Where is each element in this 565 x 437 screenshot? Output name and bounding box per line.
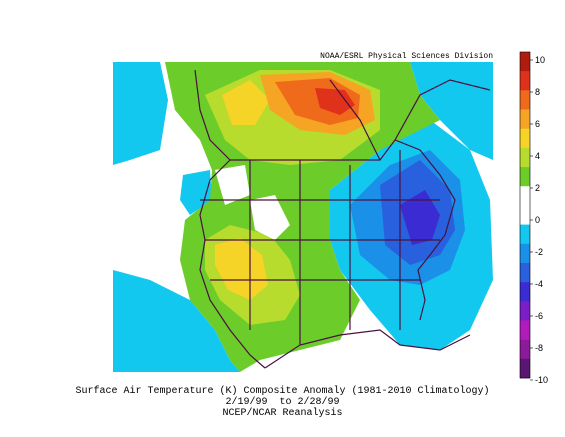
colorbar-swatch <box>520 90 530 110</box>
colorbar-tick-label: -2 <box>535 247 543 257</box>
colorbar-tick-label: -6 <box>535 311 543 321</box>
colorbar-swatch <box>520 339 530 360</box>
colorbar-swatch <box>520 224 530 245</box>
colorbar-swatch <box>520 128 530 149</box>
credit-label: NOAA/ESRL Physical Sciences Division <box>320 52 493 61</box>
colorbar-swatch <box>520 282 530 302</box>
colorbar-tick-label: 4 <box>535 151 540 161</box>
colorbar-tick-label: -10 <box>535 375 548 385</box>
colorbar-swatch <box>520 358 530 379</box>
caption-source: NCEP/NCAR Reanalysis <box>222 408 343 419</box>
colorbar-swatch <box>520 52 530 72</box>
colorbar-tick-label: 10 <box>535 55 545 65</box>
colorbar-tick-label: -4 <box>535 279 543 289</box>
colorbar-swatch <box>520 205 530 225</box>
colorbar-tick-label: 2 <box>535 183 540 193</box>
colorbar-swatch <box>520 147 530 168</box>
colorbar-swatch <box>520 109 530 130</box>
anomaly-field <box>113 62 493 372</box>
colorbar: 10 8 6 4 2 0 -2 -4 -6 -8 -10 <box>519 51 548 385</box>
colorbar-swatch <box>520 186 530 206</box>
political-boundaries <box>194 69 491 369</box>
colorbar-swatch <box>520 301 530 321</box>
colorbar-outline <box>519 51 531 379</box>
caption-title: Surface Air Temperature (K) Composite An… <box>75 386 490 397</box>
colorbar-tick-label: 8 <box>535 87 540 97</box>
caption: Surface Air Temperature (K) Composite An… <box>0 386 565 419</box>
colorbar-tick-label: 0 <box>535 215 540 225</box>
colorbar-swatch <box>520 71 530 91</box>
colorbar-swatch <box>520 243 530 264</box>
colorbar-tick-label: -8 <box>535 343 543 353</box>
colorbar-swatch <box>520 320 530 340</box>
colorbar-swatch <box>520 167 530 187</box>
colorbar-swatch <box>520 262 530 283</box>
caption-dates: 2/19/99 to 2/28/99 <box>225 397 340 408</box>
colorbar-tick-label: 6 <box>535 119 540 129</box>
